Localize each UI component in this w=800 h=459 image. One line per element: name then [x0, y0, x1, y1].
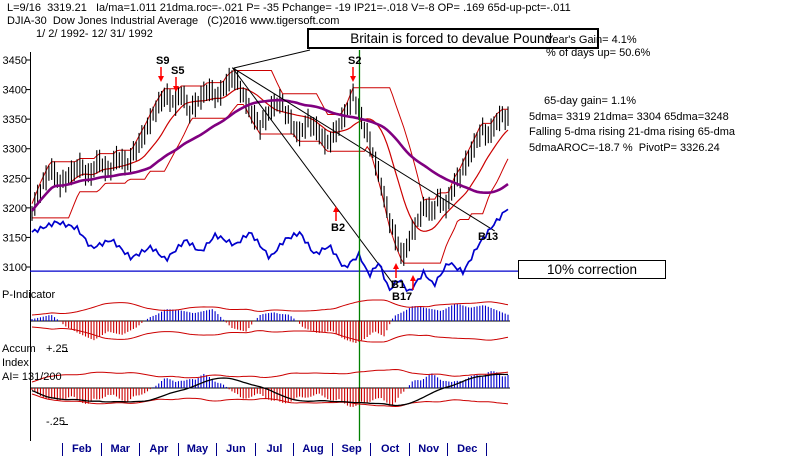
y-axis-label: 3450 — [3, 55, 27, 67]
p-indicator-label: P-Indicator — [2, 289, 56, 301]
stat-65day-gain: 65-day gain= 1.1% — [544, 95, 637, 107]
y-axis-label: 3250 — [3, 173, 27, 185]
price-y-axis: 3450 3400 3350 3300 3250 3200 3150 3100 — [3, 52, 31, 441]
y-axis-label: 3100 — [3, 262, 27, 274]
price-bars — [31, 67, 509, 266]
devalue-annotation-box[interactable]: Britain is forced to devalue Pound. — [307, 28, 599, 49]
y-axis-label: 3400 — [3, 85, 27, 97]
stat-pct-days-up: % of days up= 50.6% — [546, 47, 651, 59]
ma-21-line — [31, 87, 509, 232]
accum-minus-tick-label: -.25 — [46, 416, 65, 428]
month-axis: Feb Mar Apr May Jun Jul Aug Sep Oct Nov … — [62, 443, 487, 456]
accum-index-panel — [30, 351, 510, 425]
index-label: Index — [2, 357, 29, 369]
month-label-mar: Mar — [100, 443, 140, 456]
stat-dma-values: 5dma= 3319 21dma= 3304 65dma=3248 — [529, 111, 729, 123]
correction-annotation-box[interactable]: 10% correction — [518, 260, 666, 279]
date-range: 1/ 2/ 1992- 12/ 31/ 1992 — [36, 28, 153, 40]
signal-label-b13: B13 — [478, 231, 498, 243]
signal-label-b2: B2 — [331, 222, 345, 234]
signal-label-b1: B1 — [391, 279, 405, 291]
month-label-aug: Aug — [293, 443, 332, 456]
indicator-readout-line: L=9/16 3319.21 Ia/ma=1.011 21dma.roc=-.0… — [7, 2, 571, 14]
buy-arrow-icon — [410, 275, 416, 281]
month-label-jun: Jun — [216, 443, 255, 456]
accum-label: Accum — [2, 343, 36, 355]
sell-arrow-icon — [158, 76, 164, 82]
sell-arrow-icon — [173, 86, 179, 92]
signal-label-s2: S2 — [348, 55, 361, 67]
oscillator-line — [31, 208, 509, 293]
stat-dma-trend: Falling 5-dma rising 21-dma rising 65-dm… — [529, 126, 736, 138]
stat-years-gain: Year's Gain= 4.1% — [546, 34, 637, 46]
stat-aroc-pivot: 5dmaAROC=-18.7 % PivotP= 3326.24 — [529, 142, 720, 154]
month-label-nov: Nov — [408, 443, 448, 456]
signal-label-s5: S5 — [171, 65, 184, 77]
month-label-feb: Feb — [62, 443, 101, 456]
signal-label-b17: B17 — [392, 291, 412, 303]
ai-value-label: AI= 131/200 — [2, 371, 62, 383]
p-indicator-panel — [30, 299, 510, 343]
trendlines — [231, 49, 495, 287]
ma-65-line — [30, 98, 509, 212]
buy-arrow-icon — [333, 206, 339, 212]
month-label-jul: Jul — [254, 443, 294, 456]
month-label-apr: Apr — [139, 443, 178, 456]
y-axis-label: 3300 — [3, 144, 27, 156]
accum-plus-tick-label: +.25 — [46, 343, 68, 355]
sell-arrow-icon — [350, 76, 356, 82]
y-axis-label: 3200 — [3, 203, 27, 215]
month-label-dec: Dec — [447, 443, 486, 456]
month-label-may: May — [177, 443, 217, 456]
signal-label-s9: S9 — [156, 55, 169, 67]
month-label-sep: Sep — [331, 443, 371, 456]
month-label-oct: Oct — [370, 443, 409, 456]
symbol-title: DJIA-30 Dow Jones Industrial Average (C)… — [7, 15, 340, 27]
buy-arrow-icon — [393, 263, 399, 269]
y-axis-label: 3150 — [3, 232, 27, 244]
y-axis-label: 3350 — [3, 114, 27, 126]
